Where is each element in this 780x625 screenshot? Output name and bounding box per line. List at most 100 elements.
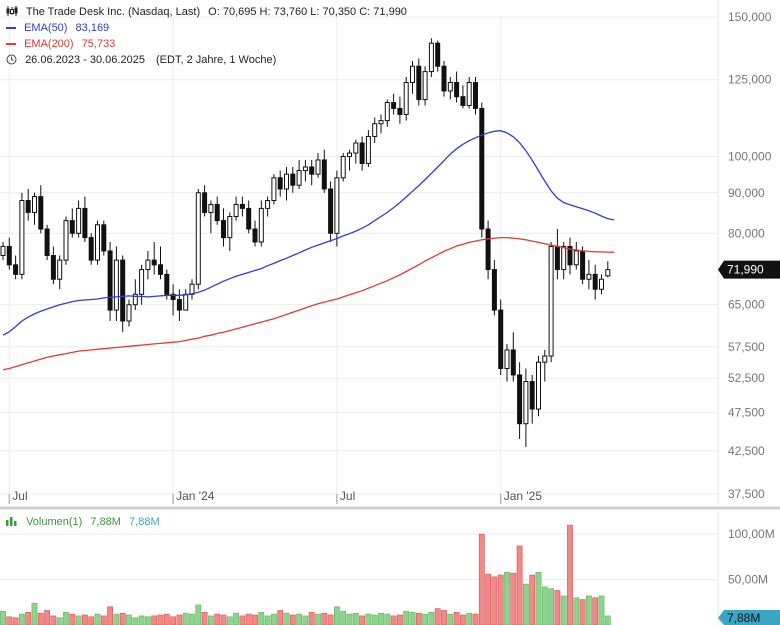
volume-bar [31, 602, 38, 625]
volume-bar [585, 595, 592, 625]
candle-down [252, 228, 258, 243]
candle-up [113, 259, 119, 311]
candle-up [189, 283, 195, 295]
candle-up [195, 192, 201, 285]
candle-up [542, 355, 548, 363]
volume-bar [352, 612, 359, 625]
candle-up [573, 250, 579, 266]
candle-up [372, 123, 378, 137]
volume-bar [277, 610, 284, 625]
candle-up [126, 304, 132, 322]
volume-gridlines [0, 533, 718, 581]
volume-bar [396, 614, 403, 625]
candle-down [164, 273, 170, 295]
time-tick-label: Jul [340, 489, 355, 503]
volume-label: Volumen(1) [26, 516, 83, 528]
price-tick-label: 150,000 [728, 10, 772, 24]
volume-bar [567, 524, 573, 625]
volume-bar [50, 615, 57, 625]
volume-bar [447, 613, 454, 625]
candle-down [202, 192, 208, 213]
volume-bar [428, 611, 435, 625]
range-note: (EDT, 2 Jahre, 1 Woche) [156, 54, 277, 66]
volume-bar [415, 612, 422, 625]
candle-down [441, 65, 447, 92]
candle-down [69, 220, 75, 234]
candle-down [510, 349, 516, 376]
candle-up [0, 245, 6, 257]
candle-up [586, 273, 592, 280]
candlestick-icon [6, 5, 18, 19]
volume-bar [378, 612, 384, 625]
volume-bar [119, 612, 126, 625]
time-axis-labels: Jul Jan '24 Jul Jan '25 [8, 489, 542, 504]
candle-down [221, 220, 226, 239]
ohlc-values: O: 70,695 H: 73,760 L: 70,350 C: 71,990 [208, 6, 407, 18]
legend-range-row: 26.06.2023 - 30.06.2025 (EDT, 2 Jahre, 1… [6, 53, 276, 67]
candle-up [536, 361, 541, 410]
candle-up [233, 203, 239, 218]
price-tick-label: 100,000 [728, 150, 772, 164]
volume-bar [554, 590, 561, 625]
candle-up [384, 101, 390, 122]
candle-up [63, 220, 69, 261]
ema50-swatch [6, 27, 16, 30]
volume-bar [0, 611, 6, 625]
volume-bar [535, 572, 542, 625]
volume-bar [107, 606, 113, 625]
candle-up [284, 173, 289, 190]
volume-bar [163, 613, 170, 625]
candle-down [246, 207, 252, 230]
volume-bar [315, 613, 321, 625]
volume-value-2: 7,88M [129, 516, 160, 528]
candle-down [321, 159, 327, 190]
price-tick-label: 52,500 [728, 371, 765, 385]
volume-bar [195, 604, 202, 625]
legend-ema50-row: EMA(50) 83,169 [6, 21, 109, 35]
candle-up [32, 196, 37, 213]
candle-up [504, 349, 510, 370]
volume-bar [100, 615, 107, 625]
candle-down [44, 228, 50, 256]
volume-bar [333, 606, 340, 625]
last-volume-badge: 7,88M [718, 610, 780, 625]
volume-bar [12, 617, 19, 625]
volume-bar [296, 613, 302, 625]
candle-down [170, 293, 176, 300]
candle-up [340, 156, 346, 179]
candle-down [460, 96, 466, 106]
volume-bar [308, 611, 315, 625]
volume-bar [18, 613, 25, 625]
candle-down [277, 177, 283, 190]
candle-up [265, 199, 271, 209]
candle-up [378, 120, 384, 125]
candle-down [38, 196, 44, 230]
candle-down [529, 381, 535, 410]
volume-bar [504, 572, 510, 625]
price-axis-labels: 150,000 125,000 100,000 90,000 80,000 65,000 5… [728, 10, 772, 501]
volume-bar [516, 545, 523, 625]
candle-up [208, 203, 214, 213]
legend-ema200-row: EMA(200) 75,733 [6, 37, 115, 51]
candle-down [554, 245, 560, 271]
candle-up [548, 245, 554, 357]
price-tick-label: 90,000 [728, 186, 765, 200]
candle-down [359, 142, 365, 164]
volume-bar [327, 614, 334, 625]
last-volume-label: 7,88M [727, 611, 760, 625]
volume-bar [384, 613, 391, 625]
legend-title-row: The Trade Desk Inc. (Nasdaq, Last) O: 70… [6, 5, 407, 19]
ema200-line [2, 236, 615, 371]
price-tick-label: 80,000 [728, 226, 765, 240]
candle-down [6, 245, 12, 266]
price-tick-label: 37,500 [728, 487, 765, 501]
volume-bar [434, 608, 441, 625]
volume-bar [214, 613, 221, 625]
volume-bar [44, 610, 50, 625]
volume-axis-labels: 100,00M 50,00M [728, 527, 775, 586]
time-tick-label: Jan '24 [176, 489, 215, 503]
candle-up [466, 81, 472, 106]
volume-bar [541, 586, 548, 625]
volume-bar [138, 615, 145, 625]
